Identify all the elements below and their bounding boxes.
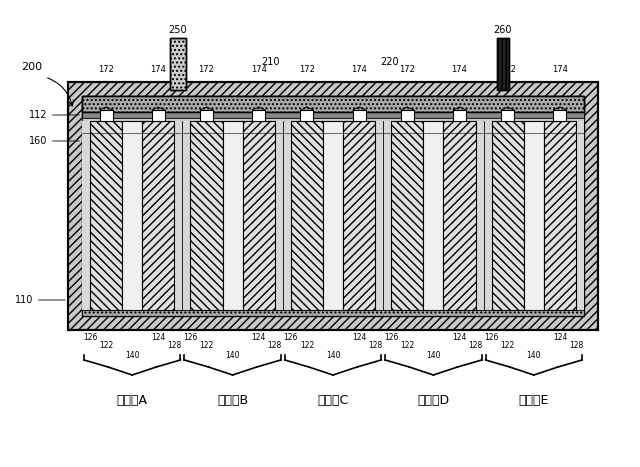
Text: 172: 172 bbox=[98, 65, 114, 75]
Bar bbox=[82, 121, 584, 310]
Bar bbox=[252, 110, 265, 121]
Text: 124: 124 bbox=[352, 333, 366, 342]
Bar bbox=[300, 110, 314, 121]
Bar bbox=[343, 121, 375, 310]
Text: 122: 122 bbox=[400, 341, 415, 351]
Text: 124: 124 bbox=[553, 333, 567, 342]
Bar bbox=[323, 121, 343, 310]
Text: 128: 128 bbox=[368, 341, 382, 351]
Bar bbox=[223, 121, 243, 310]
Text: 126: 126 bbox=[284, 333, 298, 342]
Bar bbox=[170, 38, 186, 90]
Bar bbox=[170, 38, 186, 90]
Text: 電極寺C: 電極寺C bbox=[317, 394, 349, 406]
Text: 260: 260 bbox=[493, 25, 512, 35]
Text: 174: 174 bbox=[452, 65, 467, 75]
Bar bbox=[90, 121, 122, 310]
Bar bbox=[82, 310, 584, 316]
Bar bbox=[82, 112, 584, 118]
Text: 200: 200 bbox=[21, 62, 43, 72]
Text: 172: 172 bbox=[299, 65, 315, 75]
Text: 126: 126 bbox=[484, 333, 499, 342]
Text: 140: 140 bbox=[326, 352, 340, 361]
Bar bbox=[68, 82, 598, 330]
Text: 140: 140 bbox=[225, 352, 240, 361]
Bar bbox=[142, 121, 174, 310]
Bar bbox=[243, 121, 275, 310]
Text: 128: 128 bbox=[268, 341, 282, 351]
Text: 電極寺A: 電極寺A bbox=[116, 394, 148, 406]
Text: 174: 174 bbox=[552, 65, 568, 75]
Text: 172: 172 bbox=[500, 65, 516, 75]
Text: 174: 174 bbox=[251, 65, 267, 75]
Bar bbox=[82, 121, 584, 310]
Bar bbox=[497, 38, 509, 90]
Bar bbox=[82, 310, 584, 316]
Bar bbox=[82, 118, 584, 121]
Text: 112: 112 bbox=[29, 110, 79, 120]
Bar bbox=[554, 110, 566, 121]
Bar bbox=[122, 121, 142, 310]
Text: 140: 140 bbox=[426, 352, 441, 361]
Bar bbox=[191, 121, 223, 310]
Text: 160: 160 bbox=[29, 136, 79, 146]
Text: 220: 220 bbox=[381, 57, 399, 67]
Text: 172: 172 bbox=[399, 65, 415, 75]
Bar bbox=[200, 110, 213, 121]
Text: 122: 122 bbox=[99, 341, 113, 351]
Text: 124: 124 bbox=[151, 333, 166, 342]
Bar bbox=[453, 110, 466, 121]
Bar bbox=[291, 121, 323, 310]
Bar bbox=[501, 110, 514, 121]
Text: 122: 122 bbox=[300, 341, 314, 351]
Text: 110: 110 bbox=[15, 295, 65, 305]
Text: 174: 174 bbox=[351, 65, 367, 75]
Text: 172: 172 bbox=[198, 65, 214, 75]
Bar bbox=[82, 96, 584, 316]
Text: 128: 128 bbox=[468, 341, 483, 351]
Text: 250: 250 bbox=[169, 25, 188, 35]
Text: 140: 140 bbox=[125, 352, 140, 361]
Bar bbox=[82, 96, 584, 112]
Text: 122: 122 bbox=[200, 341, 214, 351]
Bar bbox=[424, 121, 444, 310]
Text: 128: 128 bbox=[167, 341, 182, 351]
Text: 126: 126 bbox=[83, 333, 97, 342]
Text: 210: 210 bbox=[260, 57, 279, 67]
Bar bbox=[100, 110, 113, 121]
Bar bbox=[401, 110, 413, 121]
Bar bbox=[68, 82, 598, 330]
Bar bbox=[82, 96, 584, 112]
Text: 174: 174 bbox=[150, 65, 166, 75]
Bar bbox=[152, 110, 164, 121]
Text: 128: 128 bbox=[569, 341, 583, 351]
Text: 122: 122 bbox=[500, 341, 515, 351]
Text: 電極寺D: 電極寺D bbox=[417, 394, 449, 406]
Text: 124: 124 bbox=[252, 333, 266, 342]
Bar bbox=[544, 121, 576, 310]
Bar bbox=[353, 110, 365, 121]
Bar bbox=[497, 38, 509, 90]
Text: 140: 140 bbox=[527, 352, 541, 361]
Bar bbox=[444, 121, 476, 310]
Text: 126: 126 bbox=[183, 333, 198, 342]
Bar bbox=[492, 121, 524, 310]
Text: 電極寺E: 電極寺E bbox=[518, 394, 549, 406]
Text: 電極寺B: 電極寺B bbox=[217, 394, 248, 406]
Bar bbox=[524, 121, 544, 310]
Bar bbox=[391, 121, 424, 310]
Text: 124: 124 bbox=[452, 333, 467, 342]
Text: 126: 126 bbox=[384, 333, 399, 342]
